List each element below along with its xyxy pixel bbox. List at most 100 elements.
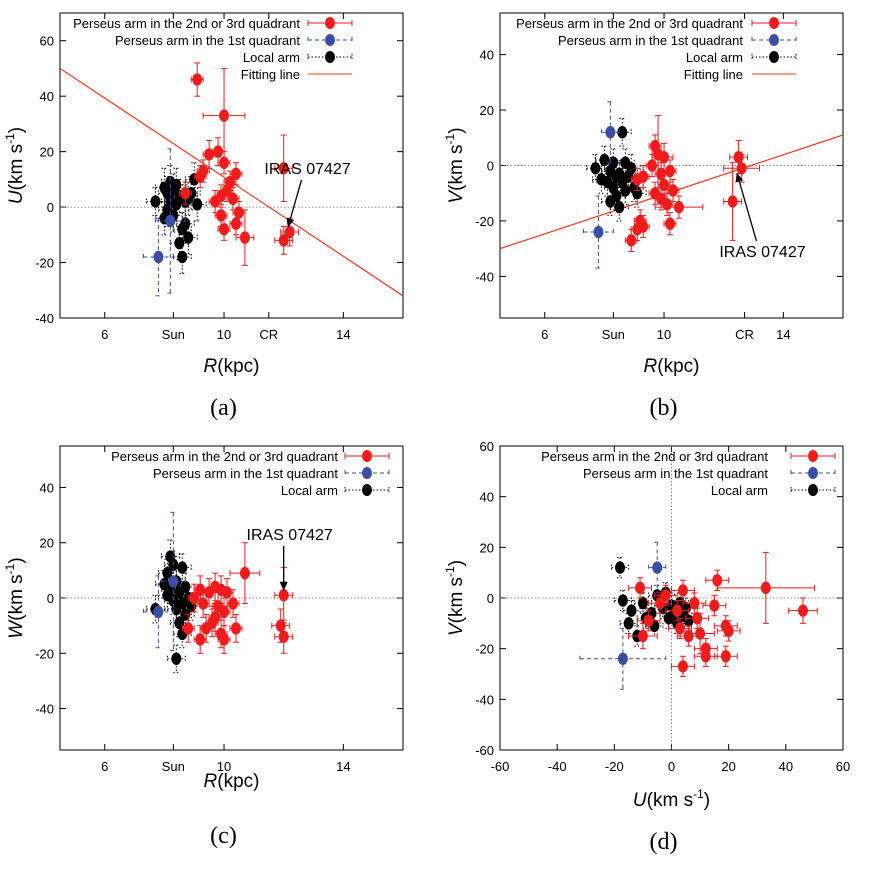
data-point: [278, 589, 289, 602]
data-point: [590, 162, 601, 175]
legend-label: Perseus arm in the 2nd or 3rd quadrant: [541, 449, 768, 464]
annotation-label: IRAS 07427: [264, 161, 350, 178]
legend-label: Perseus arm in the 1st quadrant: [583, 466, 768, 481]
data-point: [227, 597, 238, 610]
legend-marker: [769, 34, 779, 46]
annotation-label: IRAS 07427: [719, 244, 805, 261]
data-point: [667, 184, 678, 197]
y-tick-label: 60: [40, 34, 54, 49]
y-axis-unit-exponent: -1: [443, 133, 457, 144]
plot-area: [60, 62, 403, 297]
y-axis-label: V(km s-1): [443, 127, 467, 203]
x-tick-label: 6: [101, 327, 108, 342]
data-point: [189, 591, 200, 605]
series-perseus-arm-in-the-1st-quadrant: [143, 511, 186, 652]
legend-marker: [362, 467, 372, 479]
data-point: [643, 614, 654, 627]
data-point: [219, 633, 230, 646]
data-point: [596, 173, 607, 186]
data-point: [599, 153, 610, 167]
y-tick-label: -40: [475, 692, 494, 707]
y-axis-unit-close: ): [6, 557, 27, 563]
data-point: [165, 214, 176, 228]
y-tick-label: 20: [40, 536, 54, 551]
y-axis-unit-close: ): [6, 127, 27, 133]
legend-marker: [362, 484, 372, 496]
y-axis-unit: (km s: [446, 144, 467, 190]
y-axis-unit-exponent: -1: [3, 563, 17, 574]
data-point: [230, 167, 241, 181]
data-point: [168, 575, 179, 588]
legend-marker: [325, 17, 335, 29]
y-axis-unit-exponent: -1: [443, 566, 457, 577]
legend-label: Local arm: [686, 50, 743, 65]
data-point: [195, 583, 206, 596]
y-axis-variable: U: [6, 190, 27, 204]
y-axis-label: U(km s-1): [3, 127, 27, 204]
x-tick-label: -60: [491, 759, 510, 774]
legend-marker: [325, 34, 335, 46]
legend-marker: [769, 51, 779, 63]
y-tick-label: -20: [35, 256, 54, 271]
y-axis-label: V(km s-1): [443, 560, 467, 636]
legend-label: Fitting line: [241, 67, 300, 82]
data-point: [183, 622, 194, 635]
panel-caption: (d): [650, 829, 678, 855]
plot-frame: [59, 12, 404, 319]
data-point: [230, 217, 241, 230]
annotation-arrow: [286, 179, 303, 228]
y-axis-unit-close: ): [446, 560, 467, 566]
legend: Perseus arm in the 2nd or 3rd quadrant Pe…: [516, 16, 797, 82]
y-tick-label: 20: [40, 145, 54, 160]
data-point: [239, 566, 250, 580]
data-point: [230, 622, 241, 635]
data-point: [617, 594, 628, 607]
data-point: [662, 198, 673, 211]
y-tick-label: 0: [487, 591, 494, 606]
legend-label: Perseus arm in the 1st quadrant: [115, 33, 300, 48]
y-tick-label: -60: [475, 743, 494, 758]
data-point: [736, 162, 747, 175]
x-tick-label: -40: [548, 759, 567, 774]
series-perseus-arm-in-the-2nd-or-3rd-quadrant: [628, 551, 818, 678]
x-axis-variable: R: [204, 356, 218, 377]
legend-label: Perseus arm in the 1st quadrant: [558, 33, 743, 48]
data-point: [626, 234, 637, 247]
data-point: [605, 195, 616, 208]
data-point: [683, 629, 694, 643]
data-point: [695, 627, 706, 640]
data-point: [683, 614, 694, 627]
data-point: [665, 164, 676, 178]
data-point: [171, 652, 182, 665]
data-point: [180, 217, 191, 230]
y-tick-label: 0: [47, 200, 54, 215]
y-tick-label: 40: [40, 89, 54, 104]
legend-label: Local arm: [281, 483, 338, 498]
x-tick-label: 10: [657, 327, 671, 342]
panel-a: 6 Sun 10 CR 14 -40 -20 0 20 40 60 Perseus arm in th…: [3, 12, 404, 421]
data-point: [195, 633, 206, 646]
legend-label: Perseus arm in the 2nd or 3rd quadrant: [111, 449, 338, 464]
panel-caption: (a): [210, 395, 237, 421]
data-point: [278, 630, 289, 643]
error-bar: [166, 644, 186, 674]
y-tick-label: 40: [480, 48, 494, 63]
legend: Perseus arm in the 2nd or 3rd quadrant Pe…: [111, 449, 390, 498]
legend-marker: [808, 450, 818, 462]
legend-label: Perseus arm in the 2nd or 3rd quadrant: [516, 16, 743, 31]
y-tick-label: -40: [475, 269, 494, 284]
data-point: [632, 173, 643, 186]
y-tick-label: 20: [480, 103, 494, 118]
data-point: [659, 150, 670, 164]
x-axis-label: R(kpc): [204, 771, 260, 792]
data-point: [632, 223, 643, 236]
data-point: [204, 148, 215, 161]
data-point: [201, 622, 212, 635]
y-axis-unit: (km s: [446, 577, 467, 623]
y-tick-label: 40: [480, 490, 494, 505]
legend-label: Perseus arm in the 1st quadrant: [153, 466, 338, 481]
data-point: [637, 596, 648, 610]
y-axis-variable: V: [446, 621, 467, 636]
data-point: [171, 178, 182, 192]
